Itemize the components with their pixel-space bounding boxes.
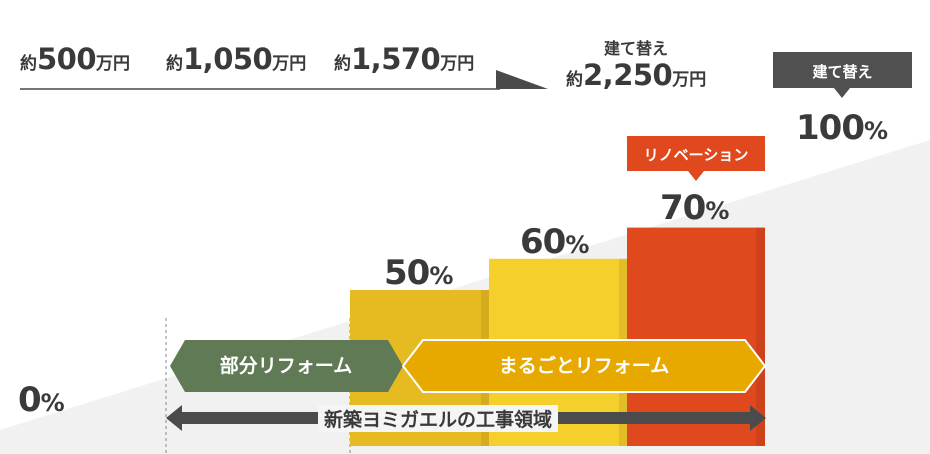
pct-number: 50	[384, 253, 430, 293]
full-reform-label: まるごとリフォーム	[498, 355, 670, 377]
pct-label-70: 70%	[660, 188, 729, 228]
cost-amount: 500	[37, 42, 97, 76]
scope-label: 新築ヨミガエルの工事領域	[318, 405, 559, 432]
cost-amount: 2,250	[583, 58, 673, 92]
cost-prefix: 約	[20, 54, 37, 74]
cost-unit: 万円	[440, 54, 475, 74]
bar-70	[627, 227, 765, 446]
pct-number: 100	[796, 108, 865, 148]
pct-number: 70	[660, 188, 706, 228]
cost-label-500: 約500万円	[20, 42, 130, 76]
cost-unit: 万円	[272, 54, 307, 74]
cost-unit: 万円	[96, 54, 131, 74]
cost-amount: 1,050	[183, 42, 273, 76]
bar-70-shade	[756, 227, 765, 446]
cost-label-1050: 約1,050万円	[166, 42, 306, 76]
pct-symbol: %	[705, 197, 729, 225]
cost-prefix: 約	[566, 70, 583, 90]
pct-number: 60	[520, 222, 566, 262]
pct-number: 0	[18, 380, 42, 420]
cost-prefix: 約	[166, 54, 183, 74]
rebuild-tag: 建て替え	[812, 63, 873, 81]
renovation-tag: リノベーション	[643, 146, 749, 164]
pct-label-60: 60%	[520, 222, 589, 262]
pct-symbol: %	[40, 389, 65, 417]
cost-pointer	[496, 70, 548, 89]
partial-reform-arrow	[170, 340, 403, 392]
pct-symbol: %	[863, 117, 888, 145]
cost-label-1570: 約1,570万円	[334, 42, 474, 76]
pct-symbol: %	[429, 262, 453, 290]
pct-label-0: 0%	[18, 380, 65, 420]
cost-prefix: 約	[334, 54, 351, 74]
cost-label-2250: 約2,250万円	[566, 58, 706, 92]
renovation-tag-shape	[627, 136, 765, 181]
cost-unit: 万円	[672, 70, 707, 90]
rebuild-tag-shape	[773, 52, 912, 98]
cost-amount: 1,570	[351, 42, 441, 76]
full-reform-arrow	[401, 339, 767, 393]
rebuild-cost-caption: 建て替え	[604, 39, 669, 58]
pct-label-50: 50%	[384, 253, 453, 293]
partial-reform-label: 部分リフォーム	[219, 355, 353, 377]
pct-label-100: 100%	[796, 108, 888, 148]
pct-symbol: %	[565, 231, 589, 259]
